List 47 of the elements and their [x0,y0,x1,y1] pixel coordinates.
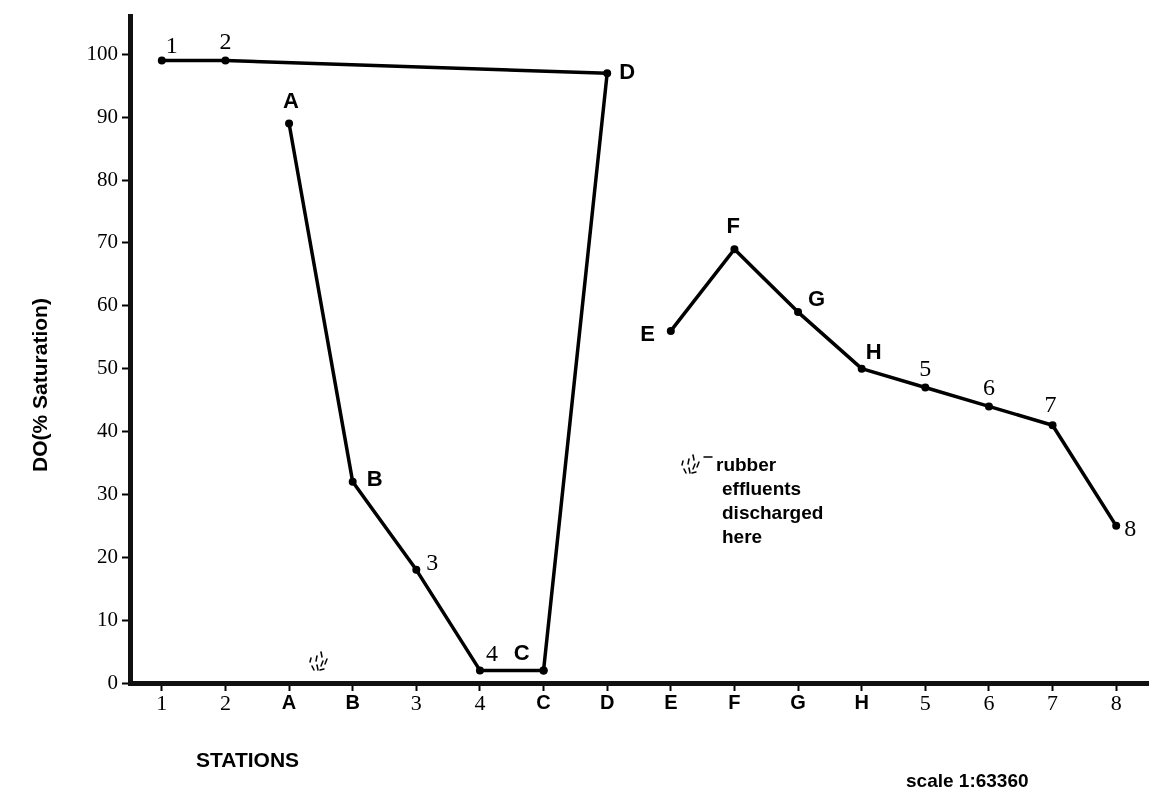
y-tick-label: 80 [97,166,118,191]
y-tick-label: 70 [97,229,118,254]
x-tick-label: 5 [919,689,931,715]
annotation: D [619,59,636,85]
y-tick-label: 10 [97,606,118,631]
x-tick-label: G [790,690,806,713]
x-axis-title: STATIONS [196,748,300,772]
y-axis-title: DO(% Saturation) [28,298,52,472]
x-tick-label: 2 [219,689,231,715]
annotation: 5 [919,354,932,381]
y-tick-label: 20 [97,543,118,568]
annotation: E [640,321,655,346]
annotation: 1 [165,31,178,58]
y-tick-label: 50 [97,355,118,380]
annotation: 4 [485,639,498,666]
x-tick-label: D [599,690,615,713]
x-tick-label: 4 [474,689,486,715]
y-tick-label: 100 [86,40,118,65]
annotation: B [366,465,383,491]
annotation: 2 [219,27,232,54]
annotation: rubber effluents discharged here [716,453,825,549]
x-tick-label: C [536,690,551,713]
x-tick-label: B [345,690,360,713]
x-tick-label: E [664,690,678,713]
y-tick-label: 30 [97,480,118,505]
annotation: 3 [426,549,439,576]
annotation: F [726,213,740,239]
annotation: C [513,640,530,666]
annotation: 7 [1044,390,1057,417]
y-tick-label: 40 [97,418,118,443]
annotation: H [865,338,882,364]
x-tick-label: 1 [156,689,168,715]
annotation: 6 [982,373,995,400]
x-tick-label: 8 [1110,689,1122,715]
x-tick-label: 6 [983,689,995,715]
annotation: G [808,286,826,312]
annotation: A [283,87,300,113]
x-tick-label: H [854,690,869,713]
x-tick-label: F [728,690,741,713]
x-tick-label: A [281,690,297,713]
y-tick-label: 60 [97,292,118,317]
x-tick-label: 3 [410,689,422,715]
y-tick-label: 0 [107,669,118,694]
text: scale 1:63360 [906,770,1029,792]
x-tick-label: 7 [1047,689,1059,715]
annotation: 8 [1124,515,1137,542]
y-tick-label: 90 [97,103,118,128]
